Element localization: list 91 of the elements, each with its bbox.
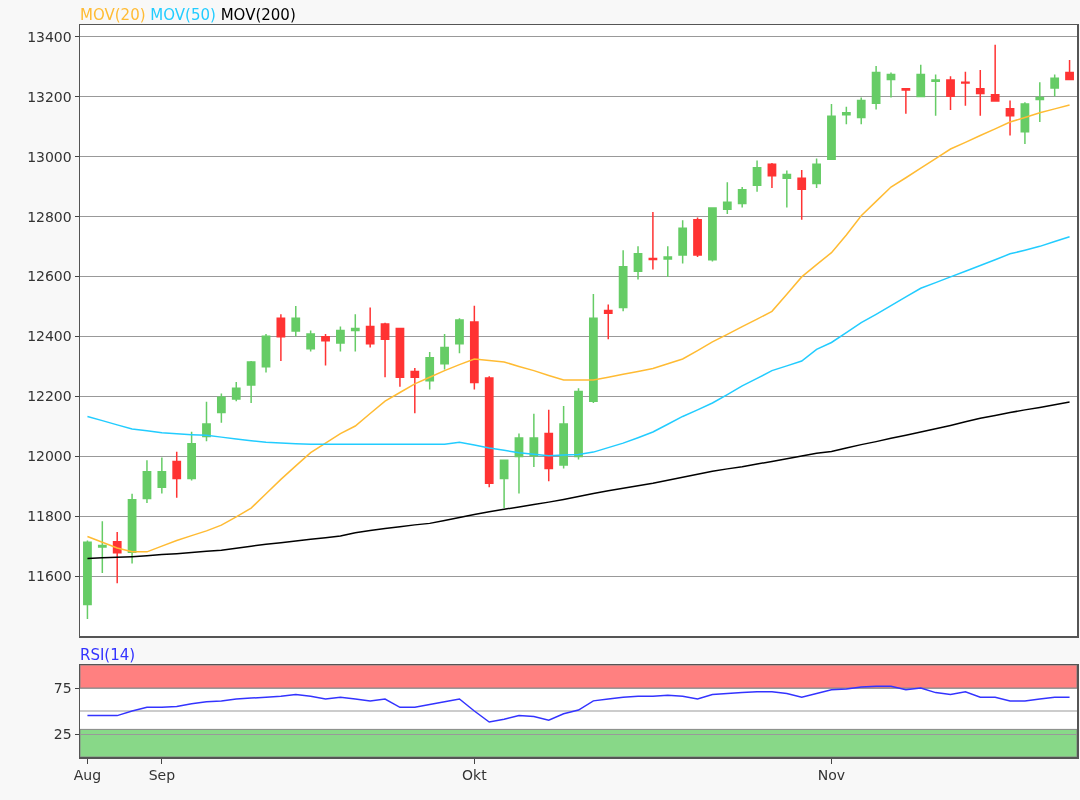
text: MOV(200) xyxy=(220,6,296,24)
candlestick xyxy=(990,44,1000,102)
x-tick-label: Aug xyxy=(73,767,102,784)
candlestick xyxy=(380,321,390,378)
line-series xyxy=(86,236,1071,457)
candlestick xyxy=(886,71,896,99)
candlestick xyxy=(499,459,509,509)
candlestick xyxy=(797,169,807,221)
y-tick-label: 75 xyxy=(53,679,72,696)
candlestick xyxy=(142,459,152,504)
candlestick xyxy=(127,492,137,565)
candlestick xyxy=(544,409,554,482)
candlestick xyxy=(97,520,107,574)
candlestick xyxy=(871,65,881,111)
candlestick xyxy=(767,162,777,189)
candlestick xyxy=(216,392,226,424)
candlestick xyxy=(574,387,583,461)
candlestick xyxy=(559,405,569,470)
y-tick-label: 13000 xyxy=(27,148,72,165)
candlestick xyxy=(1050,73,1060,98)
candlestick xyxy=(901,88,911,115)
candlestick xyxy=(708,207,717,263)
candlestick xyxy=(276,313,286,362)
candlestick xyxy=(112,531,122,585)
candlestick xyxy=(246,360,256,404)
candlestick xyxy=(588,293,598,404)
candlestick xyxy=(693,216,702,258)
x-tick-label: Okt xyxy=(462,767,488,784)
candlestick xyxy=(975,69,985,117)
y-tick-label: 13400 xyxy=(27,28,72,45)
candlestick xyxy=(157,456,167,495)
candlestick xyxy=(231,381,241,402)
y-tick-label: 12800 xyxy=(27,208,72,225)
candlestick xyxy=(291,305,301,337)
candlestick xyxy=(395,327,405,388)
candlestick xyxy=(440,333,449,371)
line-series xyxy=(86,685,1071,723)
line-series xyxy=(86,401,1071,560)
y-tick-label: 12000 xyxy=(27,448,72,465)
candlestick xyxy=(172,451,182,499)
candlestick xyxy=(752,159,762,193)
y-tick-label: 11800 xyxy=(27,508,72,525)
candlestick xyxy=(633,245,643,281)
y-tick-label: 12600 xyxy=(27,268,72,285)
candlestick xyxy=(187,430,196,482)
candlestick xyxy=(916,64,926,98)
line-series xyxy=(86,104,1071,553)
candlestick xyxy=(678,219,688,265)
candlestick xyxy=(455,317,464,355)
candlestick xyxy=(1035,81,1045,123)
candlestick xyxy=(350,313,360,353)
candlestick xyxy=(618,249,628,313)
candlestick xyxy=(812,157,821,189)
candlestick xyxy=(261,333,271,374)
candlestick xyxy=(663,245,673,278)
candlestick xyxy=(365,306,375,349)
candlestick xyxy=(1005,99,1015,137)
candlestick xyxy=(321,333,330,367)
y-tick-label: 25 xyxy=(53,725,72,742)
candlestick xyxy=(961,70,970,107)
candlestick xyxy=(529,413,539,468)
candlestick xyxy=(336,325,345,353)
candlestick xyxy=(1065,59,1074,81)
text: MOV(20) xyxy=(80,6,146,24)
text: RSI(14) xyxy=(80,646,136,664)
candlestick xyxy=(648,211,658,271)
candlestick xyxy=(782,169,792,209)
candlestick xyxy=(202,401,211,443)
candlestick xyxy=(514,432,524,495)
text: MOV(50) xyxy=(150,6,216,24)
x-tick-label: Sep xyxy=(148,767,176,784)
candlestick xyxy=(83,539,92,620)
candlestick xyxy=(946,75,955,111)
x-tick-label: Nov xyxy=(817,767,846,784)
candlestick xyxy=(469,304,479,391)
candlestick xyxy=(484,375,494,488)
candlestick xyxy=(841,106,851,125)
candlestick xyxy=(603,303,613,340)
candlestick xyxy=(722,181,732,215)
candlestick xyxy=(1020,101,1030,145)
candlestick xyxy=(827,103,836,160)
candlestick xyxy=(306,329,316,353)
y-tick-label: 12400 xyxy=(27,328,72,345)
candlestick xyxy=(931,73,941,117)
candlestick xyxy=(425,351,435,391)
candlestick xyxy=(410,367,420,414)
candlestick xyxy=(856,96,866,125)
candlestick xyxy=(737,186,747,209)
y-tick-label: 12200 xyxy=(27,388,72,405)
y-tick-label: 13200 xyxy=(27,88,72,105)
y-tick-label: 11600 xyxy=(27,568,72,584)
